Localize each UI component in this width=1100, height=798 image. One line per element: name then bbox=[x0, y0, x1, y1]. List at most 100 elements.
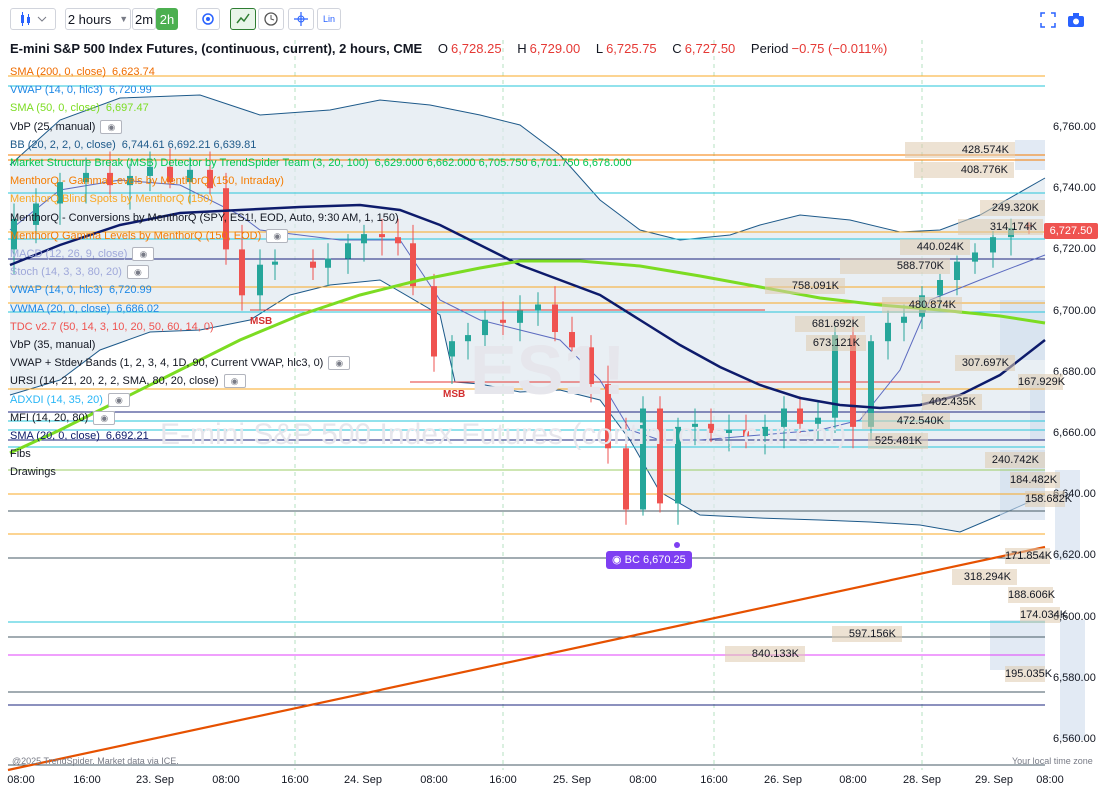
candle-body bbox=[107, 172, 113, 186]
clock-button[interactable] bbox=[258, 8, 284, 30]
volume-profile-label: 167.929K bbox=[1018, 374, 1066, 390]
volume-profile-label: 758.091K bbox=[765, 278, 845, 294]
indicator-legend-item[interactable]: VWAP + Stdev Bands (1, 2, 3, 4, 1D, 90, … bbox=[10, 355, 351, 371]
indicator-legend-item[interactable]: MenthorQ - Gamma Levels by MenthorQ (150… bbox=[10, 173, 284, 189]
visibility-eye-icon[interactable]: ◉ bbox=[100, 119, 123, 134]
settings-button[interactable] bbox=[196, 8, 220, 30]
indicator-legend-item[interactable]: Fibs bbox=[10, 446, 31, 462]
indicator-legend-item[interactable]: ADXDI (14, 35, 20) ◉ bbox=[10, 392, 130, 408]
x-tick-label: 25. Sep bbox=[553, 774, 591, 786]
indicator-name: ADXDI (14, 35, 20) bbox=[10, 393, 103, 406]
indicator-legend-item[interactable]: VWAP (14, 0, hlc3) 6,720.99 bbox=[10, 82, 152, 98]
visibility-eye-icon[interactable]: ◉ bbox=[266, 228, 289, 243]
visibility-eye-icon[interactable]: ◉ bbox=[132, 247, 155, 262]
indicator-legend-item[interactable]: MenthorQ - Conversions by MenthorQ (SPY,… bbox=[10, 210, 399, 226]
interval-2h-button[interactable]: 2h bbox=[156, 8, 178, 30]
candle-body bbox=[781, 408, 787, 427]
indicator-name: Fibs bbox=[10, 448, 31, 461]
candle-body bbox=[657, 408, 663, 504]
visibility-eye-icon[interactable]: ◉ bbox=[126, 265, 149, 280]
visibility-eye-icon[interactable]: ◉ bbox=[93, 410, 116, 425]
candle-body bbox=[972, 252, 978, 262]
chart-type-button[interactable] bbox=[10, 8, 56, 30]
candle-body bbox=[868, 341, 874, 427]
indicator-legend-item[interactable]: SMA (200, 0, close) 6,623.74 bbox=[10, 64, 155, 80]
crosshair-button[interactable] bbox=[230, 8, 256, 30]
clock-icon bbox=[264, 12, 278, 26]
indicator-legend-item[interactable]: MACD (12, 26, 9, close) ◉ bbox=[10, 246, 155, 262]
visibility-eye-icon[interactable]: ◉ bbox=[223, 374, 246, 389]
indicator-legend-item[interactable]: SMA (20, 0, close) 6,692.21 bbox=[10, 428, 149, 444]
candle-body bbox=[345, 243, 351, 259]
y-tick-label: 6,560.00 bbox=[1053, 733, 1096, 745]
candle-body bbox=[535, 304, 541, 311]
candle-body bbox=[449, 341, 455, 357]
volume-profile-label: 318.294K bbox=[952, 569, 1017, 585]
sma50-line bbox=[9, 259, 1046, 455]
msb-label: MSB bbox=[443, 389, 466, 400]
candle-body bbox=[379, 234, 385, 238]
indicator-name: URSI (14, 21, 20, 2, 2, SMA, 80, 20, clo… bbox=[10, 375, 219, 388]
visibility-eye-icon[interactable]: ◉ bbox=[328, 356, 351, 371]
indicator-name: MenthorQ - Gamma Levels by MenthorQ (150… bbox=[10, 175, 284, 188]
volume-profile-bar bbox=[1000, 300, 1045, 360]
volume-profile-label: 188.606K bbox=[1008, 587, 1056, 603]
indicator-legend-item[interactable]: VWAP (14, 0, hlc3) 6,720.99 bbox=[10, 282, 152, 298]
candles-icon bbox=[21, 12, 47, 26]
visibility-eye-icon[interactable]: ◉ bbox=[107, 392, 130, 407]
indicator-legend-item[interactable]: MenthorQ Blind Spots by MenthorQ (150) bbox=[10, 191, 213, 207]
candle-body bbox=[223, 188, 229, 250]
timezone-label: Your local time zone bbox=[1012, 756, 1093, 766]
screenshot-button[interactable] bbox=[1067, 12, 1085, 31]
indicator-legend-item[interactable]: TDC v2.7 (50, 14, 3, 10, 20, 50, 60, 14,… bbox=[10, 319, 214, 335]
open-label: O bbox=[437, 41, 448, 56]
cursor-button[interactable] bbox=[288, 8, 314, 30]
x-tick-label: 16:00 bbox=[489, 774, 517, 786]
fullscreen-button[interactable] bbox=[1040, 12, 1056, 31]
indicator-legend-item[interactable]: VbP (25, manual) ◉ bbox=[10, 119, 123, 135]
candle-body bbox=[500, 319, 506, 323]
indicator-name: SMA (20, 0, close) bbox=[10, 430, 100, 442]
x-tick-label: 08:00 bbox=[1036, 774, 1064, 786]
bollinger-lower-line bbox=[9, 279, 1046, 533]
bc-marker-label[interactable]: ◉ BC 6,670.25 bbox=[606, 551, 692, 569]
indicator-legend-item[interactable]: MenthorQ Gamma Levels by MenthorQ (150, … bbox=[10, 228, 289, 244]
high-value: 6,729.00 bbox=[529, 41, 581, 56]
candle-body bbox=[797, 408, 803, 424]
candle-body bbox=[569, 332, 575, 348]
indicator-value: 6,629.000 6,662.000 6,705.750 6,701.750 … bbox=[374, 157, 632, 169]
candle-body bbox=[623, 448, 629, 510]
cursor-icon bbox=[294, 12, 308, 26]
indicator-name: VbP (35, manual) bbox=[10, 339, 96, 351]
volume-profile-bar bbox=[1060, 620, 1085, 740]
indicator-legend-item[interactable]: VbP (35, manual) bbox=[10, 337, 95, 353]
indicator-name: VWAP + Stdev Bands (1, 2, 3, 4, 1D, 90, … bbox=[10, 357, 324, 370]
indicator-legend-item[interactable]: Market Structure Break (MSB) Detector by… bbox=[10, 155, 632, 171]
interval-2m-button[interactable]: 2m bbox=[132, 8, 156, 30]
candle-body bbox=[310, 261, 316, 268]
log-scale-button[interactable]: Lin bbox=[317, 8, 341, 30]
interval-label: 2 hours bbox=[67, 11, 112, 27]
indicator-legend-item[interactable]: Stoch (14, 3, 3, 80, 20) ◉ bbox=[10, 264, 149, 280]
interval-dropdown[interactable]: 2 hours ▼ bbox=[65, 8, 131, 30]
indicator-name: MenthorQ Gamma Levels by MenthorQ (150, … bbox=[10, 229, 262, 242]
candle-body bbox=[517, 310, 523, 323]
indicator-value: 6,692.21 bbox=[105, 430, 149, 442]
indicator-legend-item[interactable]: MFI (14, 20, 80) ◉ bbox=[10, 410, 116, 426]
volume-profile-label: 408.776K bbox=[914, 162, 1014, 178]
indicator-legend-item[interactable]: VWMA (20, 0, close) 6,686.02 bbox=[10, 301, 159, 317]
indicator-legend-item[interactable]: SMA (50, 0, close) 6,697.47 bbox=[10, 100, 149, 116]
indicator-legend-item[interactable]: BB (20, 2, 2, 0, close) 6,744.61 6,692.21… bbox=[10, 137, 256, 153]
msb-label: MSB bbox=[250, 316, 273, 327]
candle-body bbox=[832, 335, 838, 418]
volume-profile-label: 440.024K bbox=[900, 239, 970, 255]
indicator-value: 6,744.61 6,692.21 6,639.81 bbox=[121, 138, 257, 151]
indicator-legend-item[interactable]: URSI (14, 21, 20, 2, 2, SMA, 80, 20, clo… bbox=[10, 373, 246, 389]
candle-body bbox=[762, 426, 768, 437]
x-tick-label: 08:00 bbox=[839, 774, 867, 786]
indicator-legend-item[interactable]: Drawings bbox=[10, 464, 56, 480]
x-tick-label: 08:00 bbox=[7, 774, 35, 786]
indicator-value: 6,623.74 bbox=[112, 66, 155, 78]
candle-body bbox=[465, 335, 471, 342]
